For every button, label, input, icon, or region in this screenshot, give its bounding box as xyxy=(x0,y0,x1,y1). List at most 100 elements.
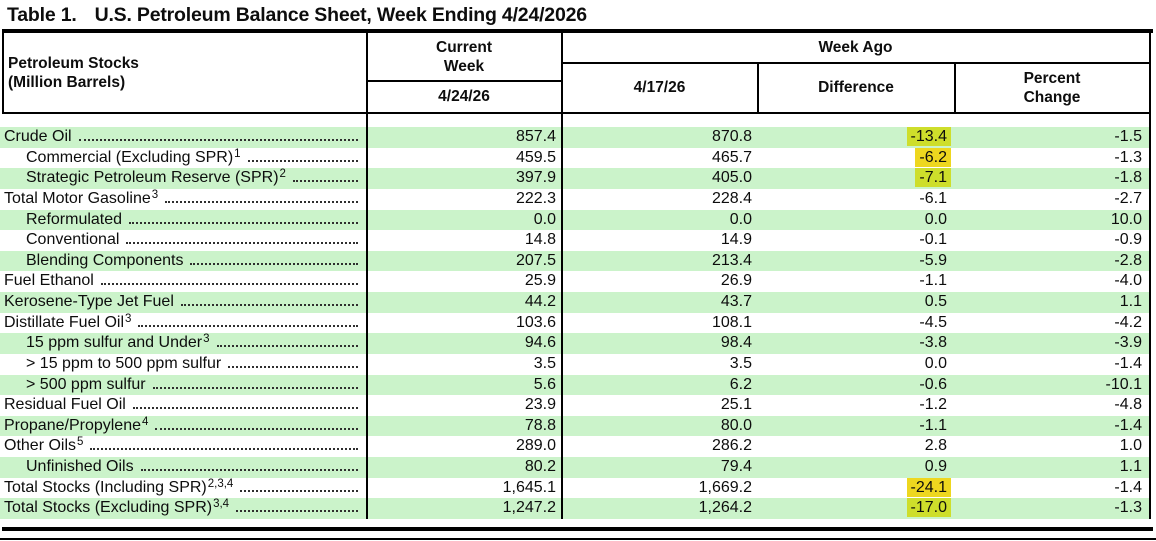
current-week-column-border xyxy=(561,33,563,519)
header-left-border xyxy=(2,33,4,112)
stub-column-border xyxy=(366,33,368,519)
difference-value: 0.0 xyxy=(924,354,947,372)
table-body: Crude Oil 857.4 870.8 -13.4 -1.5 Commerc… xyxy=(0,127,1150,519)
week-ago-value: 3.5 xyxy=(729,354,752,372)
table-row: Propane/Propylene 4 78.8 80.0 -1.1 -1.4 xyxy=(0,415,1150,437)
current-week-value: 5.6 xyxy=(533,375,556,393)
table-row: > 500 ppm sulfur 5.6 6.2 -0.6 -10.1 xyxy=(0,374,1150,396)
week-ago-value: 25.1 xyxy=(720,396,752,414)
row-label: Conventional xyxy=(26,231,120,249)
top-rule xyxy=(2,29,1153,33)
week-ago-value: 1,264.2 xyxy=(698,499,752,517)
week-ago-value: 43.7 xyxy=(720,293,752,310)
row-label-cell: Commercial (Excluding SPR) 1 xyxy=(0,148,367,169)
difference-cell: 2.8 xyxy=(758,436,955,457)
stub-header: Petroleum Stocks (Million Barrels) xyxy=(8,33,358,112)
dot-leader xyxy=(247,159,358,162)
week-ago-value: 98.4 xyxy=(720,334,752,352)
percent-change-value: -3.9 xyxy=(1114,334,1142,352)
week-ago-date-header: 4/17/26 xyxy=(633,79,686,96)
difference-cell: -24.1 xyxy=(758,477,955,499)
table-row: Unfinished Oils 80.2 79.4 0.9 1.1 xyxy=(0,457,1150,478)
dot-leader xyxy=(132,407,358,410)
week-ago-date-border xyxy=(757,63,759,112)
table-row: Total Motor Gasoline 3 222.3 228.4 -6.1 -… xyxy=(0,189,1150,210)
row-label: Propane/Propylene xyxy=(4,416,141,434)
row-label: Strategic Petroleum Reserve (SPR) xyxy=(26,169,279,187)
row-label: Blending Components xyxy=(26,251,184,269)
week-ago-value: 405.0 xyxy=(711,169,752,187)
percent-change-value: 10.0 xyxy=(1110,210,1142,228)
current-week-value: 1,247.2 xyxy=(502,499,556,517)
current-week-value: 222.3 xyxy=(515,189,556,207)
difference-cell: 0.0 xyxy=(758,210,955,231)
table-number: Table 1. xyxy=(7,4,77,26)
difference-cell: -6.1 xyxy=(758,189,955,210)
current-week-value: 78.8 xyxy=(524,416,556,434)
difference-value: -24.1 xyxy=(906,477,951,497)
percent-change-value: -1.3 xyxy=(1114,148,1142,166)
difference-value: 0.5 xyxy=(924,293,947,310)
week-ago-value: 108.1 xyxy=(711,313,752,331)
current-week-value: 0.0 xyxy=(533,210,556,228)
dot-leader xyxy=(292,180,358,183)
row-label: Residual Fuel Oil xyxy=(4,396,126,414)
week-ago-value: 870.8 xyxy=(711,128,752,145)
dot-leader xyxy=(240,489,358,492)
percent-change-value: -0.9 xyxy=(1114,231,1142,249)
row-label: Total Stocks (Excluding SPR) xyxy=(4,499,213,517)
row-label: Unfinished Oils xyxy=(26,458,134,475)
difference-cell: -3.8 xyxy=(758,333,955,354)
row-label-cell: Fuel Ethanol xyxy=(0,271,367,292)
dot-leader xyxy=(78,139,358,141)
difference-value: -13.4 xyxy=(906,127,951,146)
row-label-cell: Total Stocks (Including SPR) 2,3,4 xyxy=(0,478,367,499)
week-ago-value: 286.2 xyxy=(711,437,752,455)
percent-change-value: -10.1 xyxy=(1105,375,1142,393)
current-week-value: 80.2 xyxy=(524,458,556,475)
difference-cell: -1.1 xyxy=(758,271,955,292)
difference-cell: -5.9 xyxy=(758,251,955,272)
week-ago-header: Week Ago xyxy=(818,38,893,56)
difference-value: -4.5 xyxy=(919,313,947,331)
table-row: 15 ppm sulfur and Under 3 94.6 98.4 -3.8 … xyxy=(0,333,1150,354)
dot-leader xyxy=(155,427,358,430)
row-label-cell: Total Motor Gasoline 3 xyxy=(0,189,367,210)
row-label: Other Oils xyxy=(4,437,77,455)
difference-cell: -17.0 xyxy=(758,498,955,519)
row-label: Kerosene-Type Jet Fuel xyxy=(4,293,174,310)
row-label-cell: Residual Fuel Oil xyxy=(0,395,367,416)
dot-leader xyxy=(152,386,358,389)
difference-cell: -7.1 xyxy=(758,168,955,189)
difference-value: -17.0 xyxy=(906,498,951,518)
difference-value: 0.9 xyxy=(924,458,947,475)
row-label-cell: Distillate Fuel Oil 3 xyxy=(0,313,367,334)
percent-change-value: -4.8 xyxy=(1114,396,1142,414)
difference-cell: 0.5 xyxy=(758,292,955,313)
current-week-value: 14.8 xyxy=(524,231,556,249)
current-week-value: 857.4 xyxy=(515,128,556,145)
current-week-value: 397.9 xyxy=(515,169,556,187)
current-week-value: 94.6 xyxy=(524,334,556,352)
current-week-value: 1,645.1 xyxy=(502,478,556,496)
row-label-cell: Blending Components xyxy=(0,251,367,272)
table-row: Other Oils 5 289.0 286.2 2.8 1.0 xyxy=(0,436,1150,457)
difference-value: 2.8 xyxy=(924,437,947,455)
table-row: > 15 ppm to 500 ppm sulfur 3.5 3.5 0.0 -… xyxy=(0,354,1150,375)
row-label: Total Stocks (Including SPR) xyxy=(4,478,207,496)
week-ago-value: 6.2 xyxy=(729,375,752,393)
table-right-border xyxy=(1149,33,1151,519)
difference-value: -7.1 xyxy=(915,168,951,188)
current-week-date-header: 4/24/26 xyxy=(438,88,490,105)
difference-header: Difference xyxy=(818,79,894,96)
percent-change-value: -4.0 xyxy=(1114,272,1142,290)
row-label-cell: Strategic Petroleum Reserve (SPR) 2 xyxy=(0,168,367,189)
table-row: Reformulated 0.0 0.0 0.0 10.0 xyxy=(0,209,1150,231)
bottom-thin-rule xyxy=(0,538,1156,540)
difference-value: -1.1 xyxy=(919,272,947,290)
week-ago-divider xyxy=(561,62,1151,64)
current-week-value: 23.9 xyxy=(524,396,556,414)
percent-change-value: 1.0 xyxy=(1119,437,1142,455)
stub-header-line1: Petroleum Stocks xyxy=(8,54,139,72)
